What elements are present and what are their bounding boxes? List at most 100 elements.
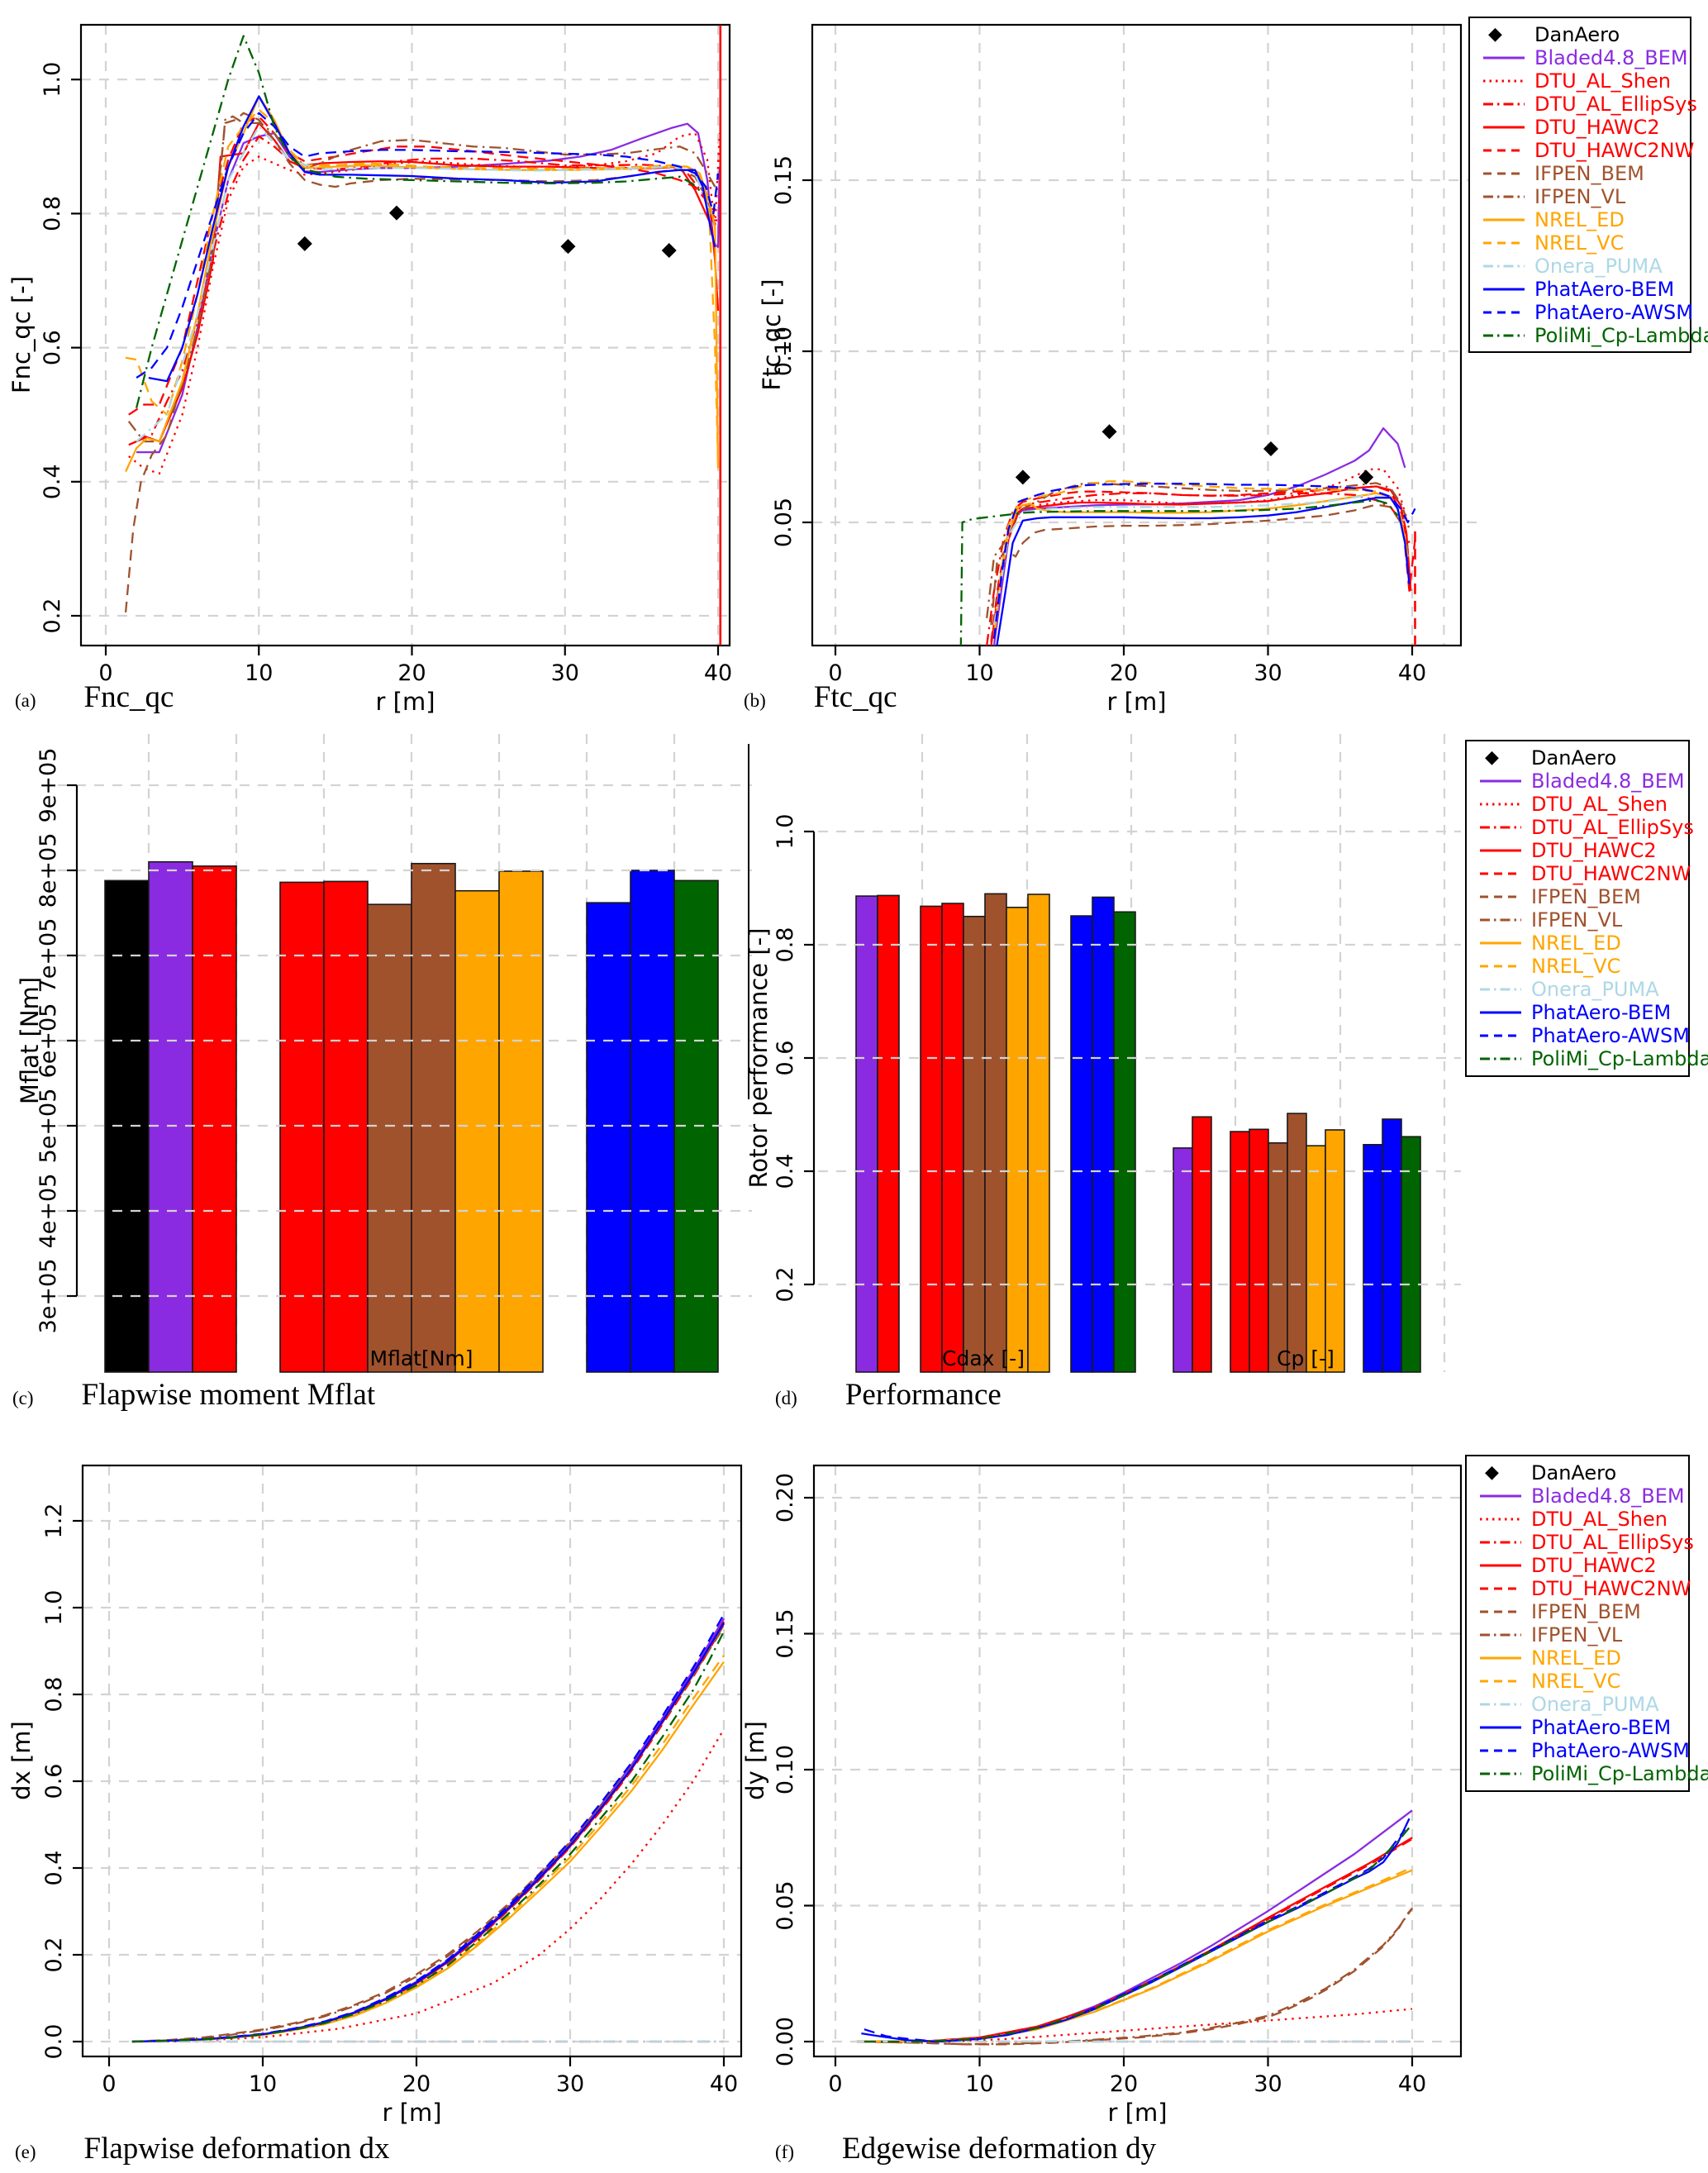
legend-item-NREL_VC: NREL_VC xyxy=(1478,955,1688,978)
marker-DanAero xyxy=(1358,469,1374,485)
legend-item-IFPEN_BEM: IFPEN_BEM xyxy=(1478,1600,1688,1623)
legend-line-sample xyxy=(1480,826,1521,829)
line-sample-solid-icon xyxy=(1478,1654,1525,1662)
series-IFPEN_VL xyxy=(127,115,716,443)
bar-NREL_ED-1 xyxy=(1306,1145,1326,1373)
legend-line-sample xyxy=(1483,102,1525,105)
series-Bladed4.8_BEM xyxy=(857,1809,1413,2043)
chart-b: 0 10 20 30 40 0.05 0.10 0.15 r [m] Ftc_qc [-] xyxy=(758,23,1479,716)
chart-a: 0 10 20 30 40 0.2 0.4 0.6 0.8 1.0 r [m] Fnc_qc [-] xyxy=(7,23,732,716)
legend-item-Onera_PUMA: Onera_PUMA xyxy=(1478,978,1688,1001)
legend-middle: ◆ DanAero Bladed4.8_BEM DTU_AL_Shen DTU_AL_E… xyxy=(1465,740,1708,1077)
legend-item-label: NREL_VC xyxy=(1531,1670,1621,1693)
legend-item-PhatAero-AWSM: PhatAero-AWSM xyxy=(1478,1739,1690,1762)
legend-item-label: PoliMi_Cp-Lambda xyxy=(1531,1762,1708,1785)
legend-line-sample xyxy=(1480,1772,1521,1775)
bar-NREL_VC-1 xyxy=(1325,1129,1345,1373)
line-sample-dashed-icon xyxy=(1478,1677,1525,1685)
legend-item-label: IFPEN_BEM xyxy=(1534,161,1644,185)
legend-item-label: PhatAero-BEM xyxy=(1531,1716,1672,1739)
x-tick-label: 0 xyxy=(828,2071,842,2097)
marker-DanAero xyxy=(388,205,404,221)
legend-item-DTU_AL_Shen: DTU_AL_Shen xyxy=(1478,793,1688,816)
legend-item-label: NREL_VC xyxy=(1534,231,1625,255)
series-DTU_HAWC2 xyxy=(128,122,720,446)
caption-c-label: (c) xyxy=(12,1388,34,1408)
line-sample-dashed-icon xyxy=(1478,1747,1525,1755)
bar-Bladed4.8_BEM xyxy=(148,860,193,1373)
legend-line-sample xyxy=(1483,264,1525,267)
x-tick-label: 10 xyxy=(965,2071,993,2097)
y-tick-label: 1.0 xyxy=(773,814,798,850)
line-sample-solid-icon xyxy=(1478,846,1525,855)
legend-line-sample xyxy=(1483,172,1525,174)
legend-item-label: DTU_HAWC2 xyxy=(1534,115,1660,139)
legend-item-NREL_VC: NREL_VC xyxy=(1478,1670,1688,1693)
legend-line-sample xyxy=(1480,1703,1521,1706)
y-tick-label: 1.0 xyxy=(41,1590,67,1626)
series-NREL_VC xyxy=(131,1655,725,2043)
x-tick-label: 10 xyxy=(245,660,273,686)
legend-item-DTU_HAWC2: DTU_HAWC2 xyxy=(1482,116,1690,139)
legend-item-label: PoliMi_Cp-Lambda xyxy=(1531,1047,1708,1070)
legend-item-label: DTU_AL_Shen xyxy=(1531,1508,1668,1531)
series-IFPEN_BEM xyxy=(857,1908,1413,2046)
legend-item-label: DTU_AL_Shen xyxy=(1531,793,1668,816)
line-sample-solid-icon xyxy=(1478,1561,1525,1570)
legend-item-label: DTU_AL_EllipSys xyxy=(1531,816,1694,839)
series-NREL_VC xyxy=(857,1866,1413,2043)
bar-Bladed4.8_BEM-1 xyxy=(1173,1147,1193,1373)
bar-NREL_ED-0 xyxy=(1006,906,1029,1373)
y-tick-label: 6e+05 xyxy=(36,1003,61,1079)
y-tick-label: 0.4 xyxy=(41,1851,67,1886)
legend-item-label: Onera_PUMA xyxy=(1531,978,1659,1001)
series-layer xyxy=(124,25,722,646)
line-sample-dashed-icon xyxy=(1478,893,1525,901)
caption-d-label: (d) xyxy=(775,1388,797,1408)
legend-item-label: DanAero xyxy=(1534,22,1620,46)
line-sample-dashdot-icon xyxy=(1482,193,1528,201)
bar-IFPEN_VL-0 xyxy=(984,893,1007,1373)
series-DTU_HAWC2NW xyxy=(857,1837,1413,2043)
y-axis-label: dy [m] xyxy=(741,1721,769,1800)
line-sample-dashdot-icon xyxy=(1478,823,1525,832)
legend-item-label: Bladed4.8_BEM xyxy=(1534,45,1688,69)
legend-line-sample xyxy=(1480,918,1521,922)
series-NREL_ED xyxy=(125,95,720,473)
series-IFPEN_BEM xyxy=(990,503,1409,626)
series-PhatAero-BEM xyxy=(996,497,1411,646)
inner-axis-label: Mflat[Nm] xyxy=(370,1346,473,1370)
legend-item-DanAero: ◆ DanAero xyxy=(1478,1461,1688,1484)
bar-IFPEN_BEM-1 xyxy=(1268,1141,1288,1373)
y-tick-label: 0.4 xyxy=(773,1154,798,1189)
legend-item-DTU_AL_Shen: DTU_AL_Shen xyxy=(1482,69,1690,93)
x-tick-label: 30 xyxy=(1254,2071,1282,2097)
line-sample-solid-icon xyxy=(1478,1492,1525,1500)
x-tick-label: 10 xyxy=(965,660,993,686)
y-tick-label: 0.8 xyxy=(773,927,798,963)
plot-box-b xyxy=(811,23,1463,647)
line-sample-solid-icon xyxy=(1478,777,1525,785)
legend-item-PhatAero-BEM: PhatAero-BEM xyxy=(1478,1001,1688,1024)
bar-DTU_HAWC2NW xyxy=(323,880,369,1373)
legend-item-label: NREL_ED xyxy=(1534,207,1625,231)
legend-item-label: PhatAero-AWSM xyxy=(1531,1739,1690,1762)
legend-item-IFPEN_VL: IFPEN_VL xyxy=(1482,185,1690,208)
marker-DanAero xyxy=(661,243,677,259)
y-tick-label: 0.8 xyxy=(41,1677,67,1713)
series-NREL_ED xyxy=(992,492,1409,639)
caption-b-title: Ftc_qc xyxy=(813,680,897,714)
caption-e: (e) Flapwise deformation dx xyxy=(15,2131,389,2166)
caption-e-title: Flapwise deformation dx xyxy=(83,2132,390,2166)
bar-PhatAero-AWSM-1 xyxy=(1382,1118,1402,1373)
y-axis-label: Mflat [Nm] xyxy=(16,977,44,1104)
legend-line-sample xyxy=(1480,1011,1521,1014)
x-tick-label: 30 xyxy=(1254,660,1282,686)
series-PoliMi_Cp-Lambda xyxy=(131,1631,726,2043)
y-tick-label: 0.05 xyxy=(771,498,797,547)
y-axis-label: Ftc_qc [-] xyxy=(758,279,786,390)
y-tick-label: 0.2 xyxy=(773,1267,798,1303)
y-tick-label: 0.4 xyxy=(40,464,65,499)
legend-item-label: DTU_HAWC2NW xyxy=(1531,862,1691,885)
series-DTU_AL_Shen xyxy=(128,131,721,475)
